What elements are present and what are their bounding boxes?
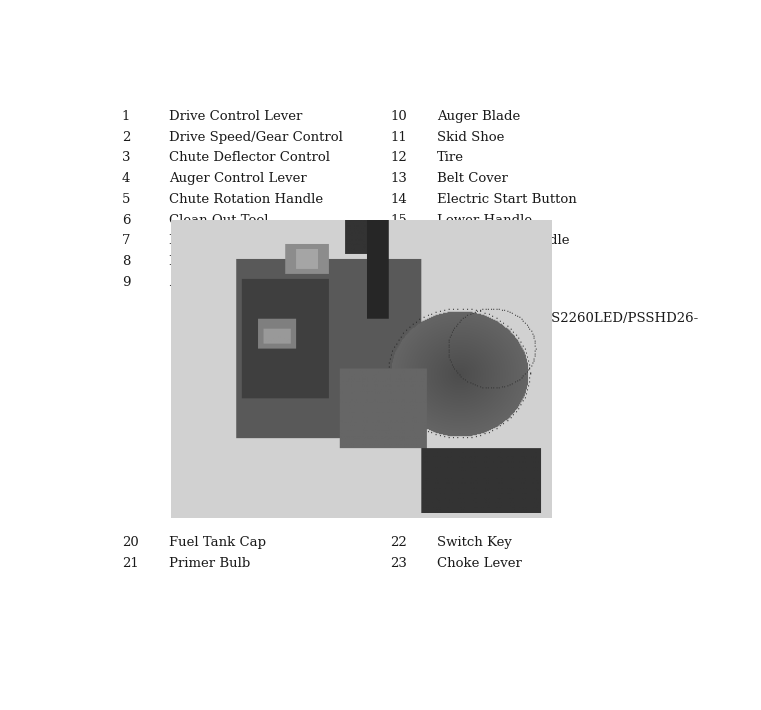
Text: Clean Out Tool: Clean Out Tool <box>169 214 269 226</box>
Text: 16: 16 <box>390 234 407 248</box>
Text: Chute Deflector Control: Chute Deflector Control <box>169 151 330 164</box>
Text: 15: 15 <box>390 214 407 226</box>
Text: Skid Shoe: Skid Shoe <box>437 131 505 143</box>
Text: Tire: Tire <box>437 151 464 164</box>
Text: Belt Cover: Belt Cover <box>437 172 508 185</box>
Text: 17: 17 <box>390 255 407 268</box>
Text: 4: 4 <box>122 172 130 185</box>
Text: 8: 8 <box>122 255 130 268</box>
Text: 18: 18 <box>390 276 407 289</box>
Text: Auger Control Lever: Auger Control Lever <box>169 172 307 185</box>
Text: Auger Housing: Auger Housing <box>169 276 269 289</box>
Text: 21: 21 <box>122 557 139 570</box>
Text: 22: 22 <box>390 536 407 550</box>
Text: Drive Speed/Gear Control: Drive Speed/Gear Control <box>169 131 342 143</box>
Text: Choke Lever: Choke Lever <box>437 557 522 570</box>
Text: Chute Rotation Handle: Chute Rotation Handle <box>169 193 323 206</box>
Text: Recoil Start Handle: Recoil Start Handle <box>437 234 570 248</box>
Text: 22: 22 <box>332 499 349 512</box>
Text: 6: 6 <box>122 214 130 226</box>
Text: Oil Dipstick: Oil Dipstick <box>437 276 515 289</box>
Text: 3: 3 <box>122 151 130 164</box>
Text: 11: 11 <box>390 131 407 143</box>
Text: 1: 1 <box>122 110 130 123</box>
Text: 23: 23 <box>390 557 407 570</box>
Text: 14: 14 <box>390 193 407 206</box>
Text: 13: 13 <box>390 172 407 185</box>
Text: 21: 21 <box>291 499 308 512</box>
Text: 20: 20 <box>186 268 277 291</box>
Text: 23: 23 <box>387 499 404 512</box>
Text: 9: 9 <box>122 276 130 289</box>
Text: Primer Bulb: Primer Bulb <box>169 557 250 570</box>
Text: 5: 5 <box>122 193 130 206</box>
Text: Switch Key: Switch Key <box>437 536 512 550</box>
Text: Lower Handle: Lower Handle <box>437 214 532 226</box>
Text: 12: 12 <box>390 151 407 164</box>
Text: Fuel Tank Cap: Fuel Tank Cap <box>169 536 266 550</box>
Text: Discharge Chute: Discharge Chute <box>169 255 282 268</box>
Text: 19: 19 <box>390 297 407 310</box>
Text: Auger Blade: Auger Blade <box>437 110 521 123</box>
Text: 10: 10 <box>390 110 407 123</box>
Text: Light
(PSSW26LED/PSS2260LED/PSSHD26-
LED only): Light (PSSW26LED/PSS2260LED/PSSHD26- LED… <box>437 297 699 340</box>
Text: 2: 2 <box>122 131 130 143</box>
Text: Drive Control Lever: Drive Control Lever <box>169 110 302 123</box>
Text: Handle Nut: Handle Nut <box>437 255 515 268</box>
Text: 7: 7 <box>122 234 130 248</box>
Text: Discharge Chute Deflector: Discharge Chute Deflector <box>169 234 348 248</box>
Text: Electric Start Button: Electric Start Button <box>437 193 577 206</box>
Text: 20: 20 <box>122 536 139 550</box>
